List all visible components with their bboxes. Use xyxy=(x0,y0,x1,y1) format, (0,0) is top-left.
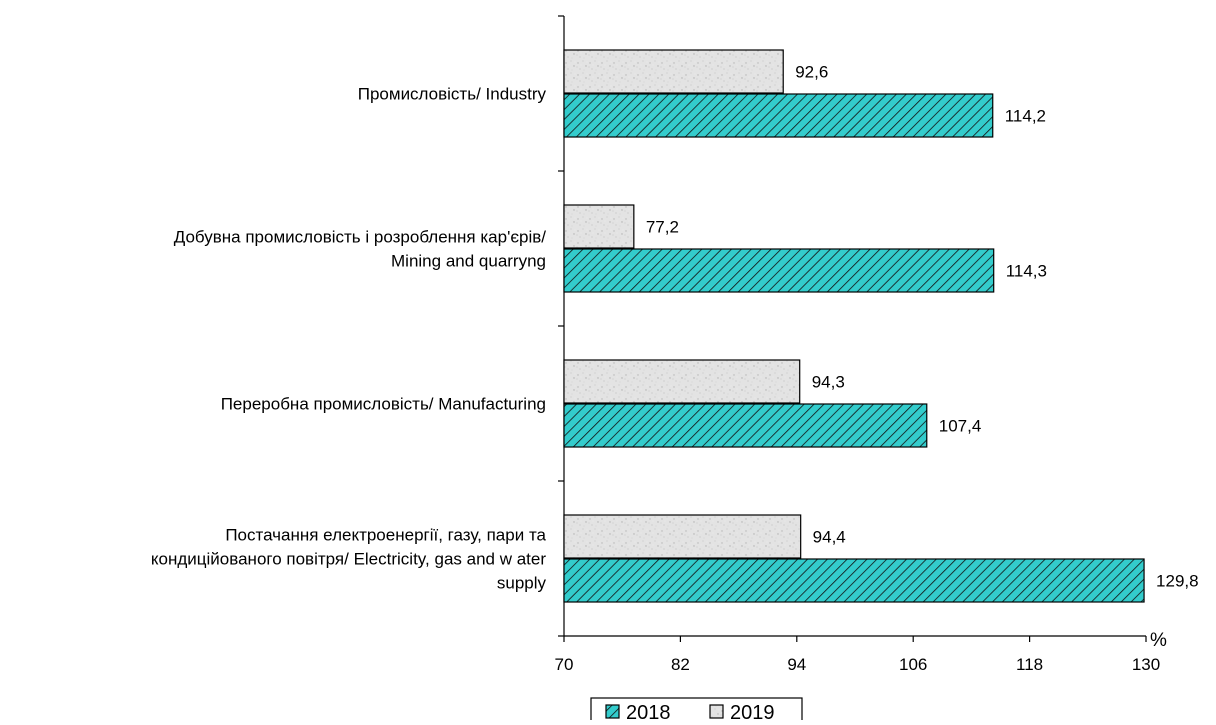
legend-swatch-2018 xyxy=(605,704,620,719)
data-label-2018-3: 107,4 xyxy=(939,417,982,436)
x-tick-label: 106 xyxy=(899,655,927,674)
x-tick-label: 70 xyxy=(555,655,574,674)
x-tick-label: 118 xyxy=(1016,655,1043,674)
bar-2018-4 xyxy=(563,558,1145,603)
x-tick-label: 82 xyxy=(671,655,690,674)
legend-swatch-2019 xyxy=(709,704,724,719)
bar-2019-3 xyxy=(563,359,801,404)
bar-2018-3 xyxy=(563,403,928,448)
category-label-2: Добувна промисловість і розроблення кар'… xyxy=(174,228,547,271)
data-label-2019-1: 92,6 xyxy=(795,63,828,82)
bar-2018-2 xyxy=(563,248,995,293)
data-label-2019-2: 77,2 xyxy=(646,218,679,237)
category-label-4: Постачання електроенергії, газу, пари та… xyxy=(151,526,547,593)
legend-label-2018: 2018 xyxy=(626,702,671,720)
category-label-3: Переробна промисловість/ Manufacturing xyxy=(221,395,546,414)
bar-2019-2 xyxy=(563,204,635,249)
bar-2019-1 xyxy=(563,49,784,94)
data-label-2019-3: 94,3 xyxy=(812,373,845,392)
data-label-2018-4: 129,8 xyxy=(1156,572,1199,591)
category-label-1: Промисловість/ Industry xyxy=(358,85,547,104)
data-label-2018-1: 114,2 xyxy=(1005,107,1046,126)
data-label-2019-4: 94,4 xyxy=(813,528,846,547)
data-label-2018-2: 114,3 xyxy=(1006,262,1047,281)
x-axis-unit-label: % xyxy=(1150,630,1167,651)
bar-2018-1 xyxy=(563,93,994,138)
bar-2019-4 xyxy=(563,514,802,559)
x-tick-label: 94 xyxy=(787,655,806,674)
x-tick-label: 130 xyxy=(1132,655,1160,674)
legend-label-2019: 2019 xyxy=(730,702,775,720)
